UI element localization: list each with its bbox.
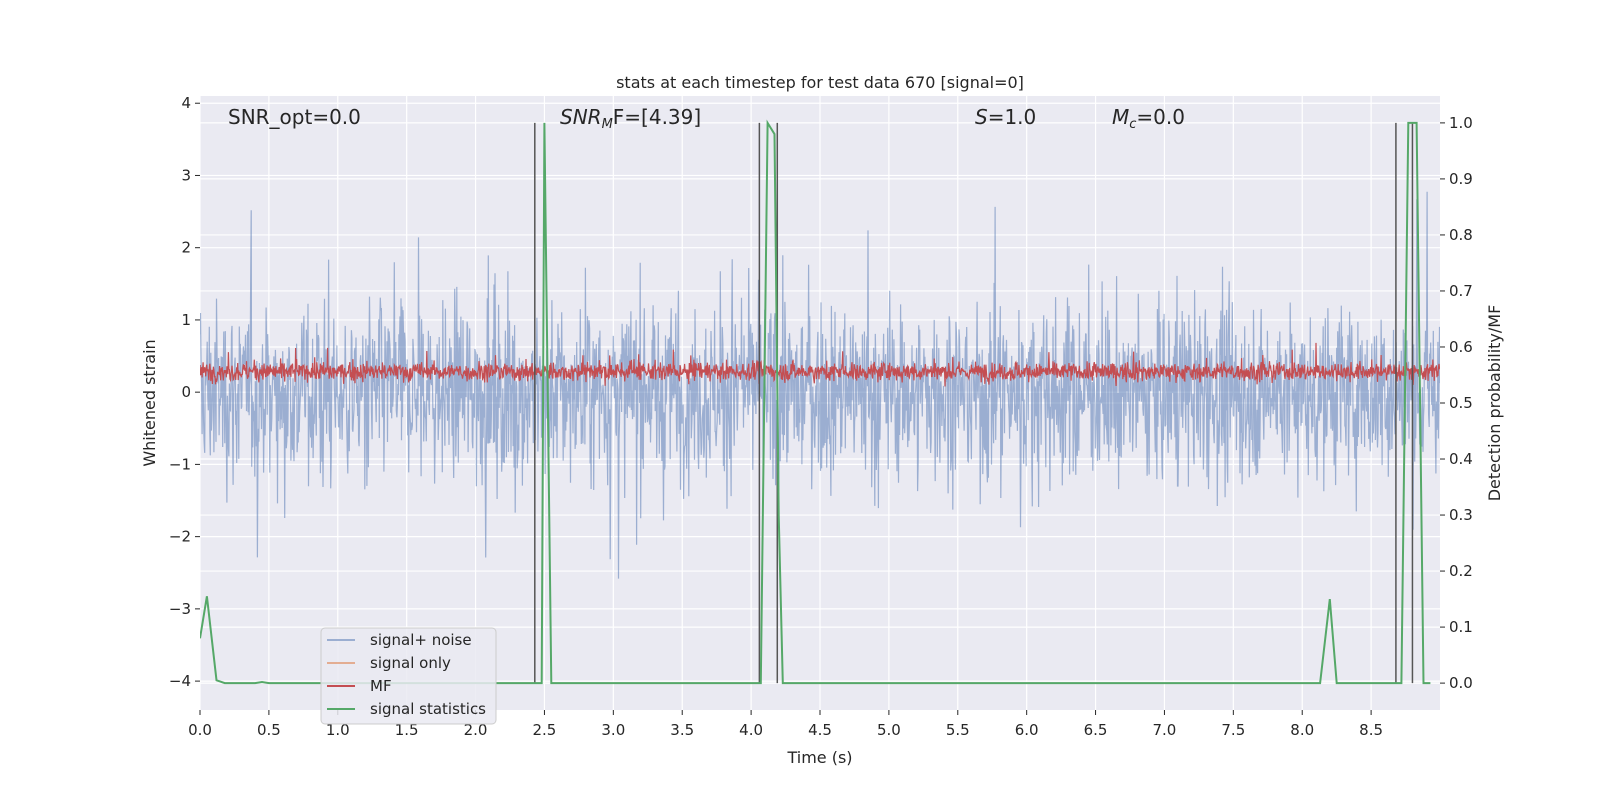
x-tick-label: 4.5 — [808, 721, 832, 739]
y-right-axis-ticks: 0.0 0.1 0.2 0.3 0.4 0.5 0.6 0.7 0.8 0.9 1.0 — [1440, 114, 1473, 692]
y-right-axis-label: Detection probability/MF — [1485, 305, 1504, 502]
series-signal-noise — [200, 191, 1440, 579]
x-tick-label: 3.0 — [601, 721, 625, 739]
annotation-mc-sub: c — [1129, 117, 1136, 132]
y-left-axis-ticks: −4 −3 −2 −1 0 1 2 3 4 — [169, 94, 200, 690]
chart-title: stats at each timestep for test data 670… — [616, 73, 1024, 92]
x-tick-label: 0.5 — [257, 721, 281, 739]
y-left-tick-label: 0 — [181, 383, 191, 401]
annotation-snr-opt: SNR_opt=0.0 — [228, 105, 361, 129]
y-right-tick-label: 0.2 — [1449, 562, 1473, 580]
x-tick-label: 6.5 — [1084, 721, 1108, 739]
x-tick-label: 2.0 — [464, 721, 488, 739]
y-left-tick-label: 1 — [181, 311, 191, 329]
y-left-tick-label: −4 — [169, 672, 191, 690]
y-right-tick-label: 0.0 — [1449, 674, 1473, 692]
y-right-tick-label: 0.5 — [1449, 394, 1473, 412]
y-right-tick-label: 1.0 — [1449, 114, 1473, 132]
annotation-snr-mf-sub: M — [602, 117, 613, 132]
y-left-tick-label: −3 — [169, 600, 191, 618]
x-tick-label: 8.5 — [1359, 721, 1383, 739]
y-right-tick-label: 0.9 — [1449, 170, 1473, 188]
annotation-mc: Mc=0.0 — [1112, 105, 1185, 132]
y-left-tick-label: −2 — [169, 528, 191, 546]
x-tick-label: 7.5 — [1221, 721, 1245, 739]
x-tick-label: 7.0 — [1153, 721, 1177, 739]
y-left-tick-label: 2 — [181, 239, 191, 257]
y-right-tick-label: 0.7 — [1449, 282, 1473, 300]
y-right-tick-label: 0.1 — [1449, 618, 1473, 636]
series-layer — [200, 119, 1440, 685]
x-axis-ticks: 0.0 0.5 1.0 1.5 2.0 2.5 3.0 3.5 4.0 4.5 5.0 5.5 6.0 6… — [188, 710, 1383, 739]
y-left-tick-label: 3 — [181, 166, 191, 184]
legend: signal+ noise signal only MF signal stat… — [320, 627, 497, 725]
y-left-tick-label: 4 — [181, 94, 191, 112]
x-tick-label: 3.5 — [670, 721, 694, 739]
x-tick-label: 1.5 — [395, 721, 419, 739]
x-tick-label: 4.0 — [739, 721, 763, 739]
annotation-snr-mf: SNRMF=[4.39] — [560, 105, 701, 132]
y-right-tick-label: 0.4 — [1449, 450, 1473, 468]
annotation-snr-mf-tail: F=[4.39] — [613, 105, 701, 129]
legend-label-mf: MF — [370, 677, 392, 695]
annotation-s-name: S — [975, 105, 988, 129]
legend-label-signal-only: signal only — [370, 654, 451, 672]
annotation-snr-mf-name: SNR — [560, 105, 602, 129]
annotation-mc-name: M — [1112, 105, 1129, 129]
x-tick-label: 6.0 — [1015, 721, 1039, 739]
x-tick-label: 5.0 — [877, 721, 901, 739]
y-left-axis-label: Whitened strain — [140, 339, 159, 466]
y-right-tick-label: 0.8 — [1449, 226, 1473, 244]
y-right-tick-label: 0.3 — [1449, 506, 1473, 524]
x-tick-label: 5.5 — [946, 721, 970, 739]
series-mf — [200, 342, 1440, 387]
x-tick-label: 0.0 — [188, 721, 212, 739]
legend-label-signal-statistics: signal statistics — [370, 700, 486, 718]
y-left-tick-label: −1 — [169, 455, 191, 473]
y-right-tick-label: 0.6 — [1449, 338, 1473, 356]
series-signal-statistics — [200, 119, 1431, 685]
annotation-s: S=1.0 — [975, 105, 1036, 129]
x-tick-label: 8.0 — [1290, 721, 1314, 739]
x-tick-label: 2.5 — [533, 721, 557, 739]
annotation-mc-value: =0.0 — [1136, 105, 1185, 129]
legend-label-signal-noise: signal+ noise — [370, 631, 472, 649]
annotation-s-value: =1.0 — [988, 105, 1037, 129]
x-axis-label: Time (s) — [786, 748, 852, 767]
legend-box — [320, 627, 497, 725]
x-tick-label: 1.0 — [326, 721, 350, 739]
